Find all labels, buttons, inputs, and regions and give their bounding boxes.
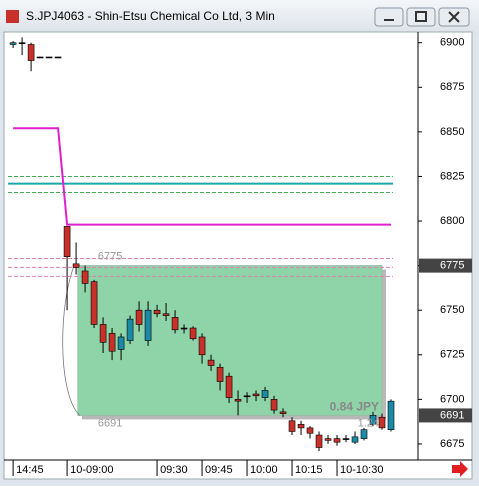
candle-body xyxy=(126,318,134,341)
candle-body xyxy=(342,438,350,440)
measure-arc xyxy=(62,263,81,416)
y-tick-label: 6825 xyxy=(440,170,464,182)
candle-body xyxy=(315,434,323,448)
candle-body xyxy=(63,226,71,257)
candle-body xyxy=(45,56,53,59)
y-tick-label: 6750 xyxy=(440,304,464,316)
candle-body xyxy=(234,399,242,402)
window-buttons[interactable] xyxy=(374,7,470,27)
candle-body xyxy=(288,420,296,432)
candle-body xyxy=(297,424,305,429)
candle-body xyxy=(9,42,17,45)
scroll-arrow[interactable] xyxy=(452,461,468,477)
candle-body xyxy=(243,395,251,398)
y-tick-label: 6675 xyxy=(440,438,464,450)
candle-body xyxy=(351,436,359,443)
x-tick-label: 14:45 xyxy=(16,464,44,476)
candle-body xyxy=(36,56,44,59)
candle-body xyxy=(378,416,386,429)
candle-body xyxy=(198,336,206,356)
x-tick-label: 09:30 xyxy=(160,464,188,476)
candle-body xyxy=(162,313,170,316)
candle-body xyxy=(324,438,332,441)
candle-body xyxy=(252,393,260,397)
x-tick-label: 10:00 xyxy=(250,464,278,476)
candle-body xyxy=(54,56,62,59)
candle-body xyxy=(90,281,98,325)
close-icon xyxy=(448,11,460,23)
candle-body xyxy=(180,327,188,330)
candle-body xyxy=(189,327,197,340)
candle-body xyxy=(72,263,80,268)
candle-body xyxy=(360,429,368,439)
minimize-button[interactable] xyxy=(374,7,404,27)
candle-body xyxy=(225,375,233,398)
y-tick-label: 6700 xyxy=(440,393,464,405)
candle-body xyxy=(270,399,278,411)
candle-body xyxy=(216,366,224,382)
box-bottom-label: 6691 xyxy=(98,417,122,429)
window-title: S.JPJ4063 - Shin-Etsu Chemical Co Ltd, 3… xyxy=(26,9,275,23)
x-tick-label: 10-09:00 xyxy=(70,464,113,476)
candle-body xyxy=(108,333,116,352)
candle-body xyxy=(369,415,377,425)
x-tick-label: 09:45 xyxy=(205,464,233,476)
y-tick-label: 6875 xyxy=(440,81,464,93)
candle-body xyxy=(99,324,107,343)
y-tick-label: 6800 xyxy=(440,215,464,227)
candle-body xyxy=(81,270,89,284)
price-tag-label: 6775 xyxy=(440,260,464,272)
candle-body xyxy=(387,400,395,430)
box-top-label: 6775 xyxy=(98,251,122,263)
candle-body xyxy=(207,359,215,366)
candle-body xyxy=(144,309,152,341)
maximize-icon xyxy=(415,11,427,22)
candle-body xyxy=(27,44,35,61)
y-tick-label: 6850 xyxy=(440,126,464,138)
app-icon xyxy=(6,10,19,23)
candle-body xyxy=(306,427,314,434)
candle-body xyxy=(279,411,287,414)
candle-body xyxy=(261,390,269,398)
candle-body xyxy=(135,309,143,325)
candle-body xyxy=(333,438,341,443)
x-tick-label: 10-10:30 xyxy=(340,464,383,476)
box-change-label: 0.84 JPY xyxy=(330,400,379,414)
candle-body xyxy=(153,309,161,315)
box-ratio-label: 1.24 xyxy=(358,417,379,429)
maximize-button[interactable] xyxy=(406,7,436,27)
candle-body xyxy=(171,317,179,331)
price-tag xyxy=(419,258,472,273)
candle-body xyxy=(117,336,125,350)
indicator-line xyxy=(13,127,392,226)
y-tick-label: 6725 xyxy=(440,349,464,361)
x-tick-label: 10:15 xyxy=(295,464,323,476)
price-tag-label: 6691 xyxy=(440,409,464,421)
y-tick-label: 6900 xyxy=(440,37,464,49)
price-tag xyxy=(419,408,472,423)
candle-body xyxy=(18,42,26,45)
